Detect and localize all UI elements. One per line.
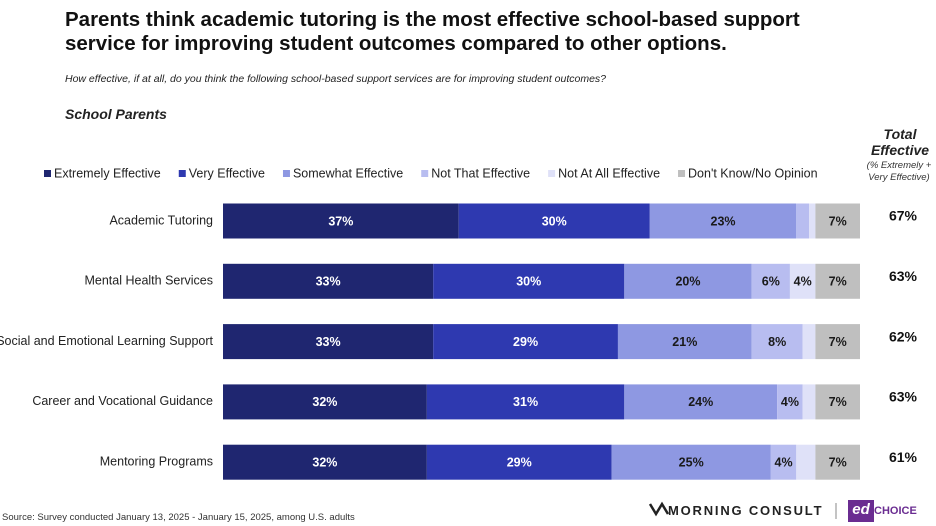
data-label: 33% bbox=[316, 275, 341, 289]
legend-swatch bbox=[678, 170, 686, 177]
source: Source: Survey conducted January 13, 202… bbox=[2, 512, 355, 523]
bar-segment bbox=[815, 444, 860, 480]
legend-label: Extremely Effective bbox=[54, 166, 161, 180]
data-label: 33% bbox=[316, 335, 341, 349]
total-label: 67% bbox=[889, 208, 918, 224]
logo-text: ed bbox=[848, 500, 874, 522]
data-label: 32% bbox=[312, 455, 337, 469]
bar-segment bbox=[815, 203, 860, 239]
chart-title: Parents think academic tutoring is the m… bbox=[65, 8, 800, 55]
totals-title: Total Effective bbox=[870, 126, 930, 158]
legend-swatch bbox=[44, 170, 51, 177]
data-label: 25% bbox=[679, 455, 704, 469]
legend-label: Don't Know/No Opinion bbox=[688, 166, 818, 180]
bar-segment bbox=[751, 263, 790, 299]
bar-segment bbox=[796, 203, 810, 239]
bar-segment bbox=[223, 203, 459, 239]
data-label: 4% bbox=[775, 455, 793, 469]
data-label: 29% bbox=[507, 455, 532, 469]
legend-label: Somewhat Effective bbox=[293, 166, 403, 180]
category-label: Mental Health Services bbox=[84, 274, 213, 288]
bar-segment bbox=[611, 444, 771, 480]
total-label: 63% bbox=[889, 268, 918, 284]
data-label: 7% bbox=[829, 455, 847, 469]
bar-segment bbox=[433, 263, 625, 299]
category-label: Academic Tutoring bbox=[109, 213, 213, 227]
bar-segment bbox=[751, 324, 803, 360]
bar-segment bbox=[796, 444, 816, 480]
bar-segment bbox=[815, 384, 860, 420]
legend-swatch bbox=[421, 170, 429, 177]
bar-segment bbox=[458, 203, 650, 239]
bar-segment bbox=[426, 444, 612, 480]
data-label: 7% bbox=[829, 335, 847, 349]
data-label: 30% bbox=[516, 275, 541, 289]
bar-segment bbox=[777, 384, 803, 420]
bar-segment bbox=[223, 324, 434, 360]
total-label: 63% bbox=[889, 389, 918, 405]
bar-segment bbox=[223, 444, 427, 480]
legend-label: Very Effective bbox=[189, 166, 265, 180]
bar-segment bbox=[617, 324, 752, 360]
category-label: Mentoring Programs bbox=[100, 454, 213, 468]
group-label: School Parents bbox=[65, 106, 167, 122]
legend-label: Not At All Effective bbox=[558, 166, 660, 180]
bar-segment bbox=[815, 263, 860, 299]
data-label: 4% bbox=[794, 275, 812, 289]
logo-text: MORNING CONSULT bbox=[668, 503, 824, 518]
legend-swatch bbox=[548, 170, 556, 177]
bar-segment bbox=[649, 203, 797, 239]
total-label: 62% bbox=[889, 328, 918, 344]
data-label: 32% bbox=[312, 395, 337, 409]
bar-segment bbox=[433, 324, 618, 360]
data-label: 31% bbox=[513, 395, 538, 409]
totals-subtitle: (% Extremely + Very Effective) bbox=[866, 160, 932, 183]
bar-segment bbox=[802, 384, 816, 420]
legend-swatch bbox=[178, 170, 186, 177]
data-label: 7% bbox=[829, 214, 847, 228]
bar-segment bbox=[802, 324, 816, 360]
bar-segment bbox=[624, 384, 778, 420]
data-label: 7% bbox=[829, 275, 847, 289]
bar-segment bbox=[223, 384, 427, 420]
data-label: 30% bbox=[542, 214, 567, 228]
bar-segment bbox=[426, 384, 625, 420]
bar-segment bbox=[815, 324, 860, 360]
legend-swatch bbox=[282, 170, 290, 177]
data-label: 8% bbox=[768, 335, 786, 349]
total-label: 61% bbox=[889, 449, 918, 465]
logo-mark bbox=[648, 501, 670, 517]
data-label: 23% bbox=[711, 214, 736, 228]
data-label: 6% bbox=[762, 275, 780, 289]
logo-text: CHOICE bbox=[874, 505, 917, 517]
chart-subtitle: How effective, if at all, do you think t… bbox=[65, 73, 607, 85]
bar-segment bbox=[789, 263, 816, 299]
data-label: 20% bbox=[675, 275, 700, 289]
category-label: Career and Vocational Guidance bbox=[32, 394, 213, 408]
bar-segment bbox=[624, 263, 752, 299]
data-label: 7% bbox=[829, 395, 847, 409]
data-label: 37% bbox=[328, 214, 353, 228]
legend-label: Not That Effective bbox=[431, 166, 530, 180]
bar-segment bbox=[809, 203, 816, 239]
data-label: 21% bbox=[672, 335, 697, 349]
bar-segment bbox=[770, 444, 797, 480]
bar-segment bbox=[223, 263, 434, 299]
category-label: Social and Emotional Learning Support bbox=[0, 334, 214, 348]
data-label: 24% bbox=[688, 395, 713, 409]
data-label: 4% bbox=[781, 395, 799, 409]
data-label: 29% bbox=[513, 335, 538, 349]
